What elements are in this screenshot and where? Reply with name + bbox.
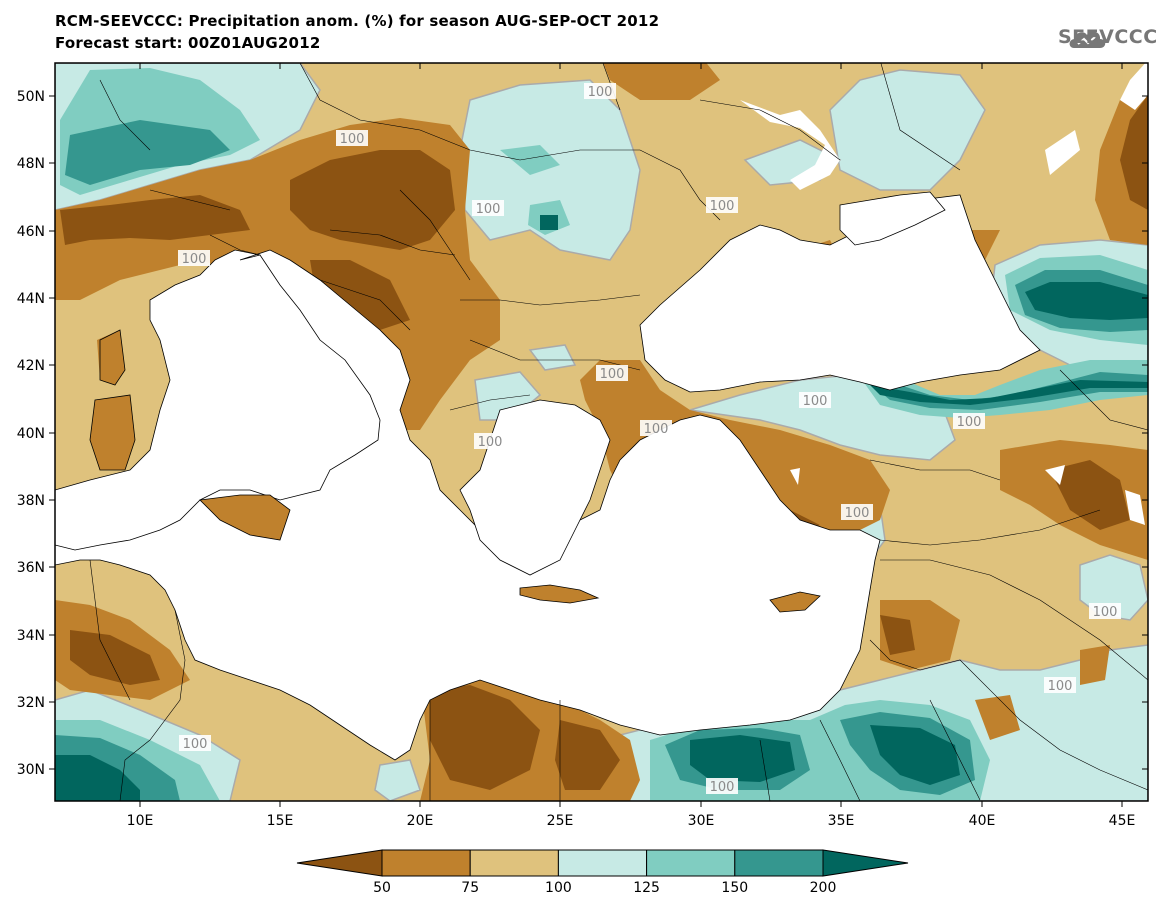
lat-label: 34N	[17, 628, 45, 644]
legend-box	[646, 849, 736, 877]
precipitation-field	[55, 63, 1148, 801]
lat-label: 48N	[17, 156, 45, 172]
contour-label-bg	[841, 504, 873, 520]
contour-label: 100	[478, 435, 503, 450]
crete	[519, 584, 600, 604]
legend-box	[734, 849, 824, 877]
contour-label-bg	[584, 83, 616, 99]
contour-label: 100	[476, 202, 501, 217]
caspian-edge	[1120, 63, 1148, 110]
contour-label-bg	[1044, 677, 1076, 693]
legend-label: 100	[545, 880, 572, 896]
lat-label: 32N	[17, 695, 45, 711]
contour-label: 100	[588, 85, 613, 100]
latitude-axis: 50N 48N 46N 44N 42N 40N 38N 36N 34N 32N 30N	[17, 89, 1148, 778]
legend-box	[469, 849, 559, 877]
lon-label: 10E	[127, 813, 154, 829]
azov-sea	[839, 191, 946, 246]
country-borders	[89, 63, 1148, 801]
cloud-logo-icon	[1069, 31, 1106, 48]
lat-label: 36N	[17, 560, 45, 576]
lat-label: 50N	[17, 89, 45, 105]
map-title: RCM-SEEVCCC: Precipitation anom. (%) for…	[55, 12, 660, 30]
contour-label: 100	[710, 199, 735, 214]
legend-label: 75	[461, 880, 479, 896]
lat-label: 44N	[17, 291, 45, 307]
legend-under-triangle	[296, 849, 383, 877]
map-frame	[54, 62, 1149, 802]
lon-label: 15E	[267, 813, 294, 829]
lon-label: 20E	[407, 813, 434, 829]
black-sea	[639, 194, 1041, 393]
forecast-start-label: Forecast start: 00Z01AUG2012	[55, 34, 321, 52]
legend-label: 200	[810, 880, 837, 896]
corsica-sardinia	[89, 329, 136, 471]
field-lt50	[60, 95, 1148, 790]
lat-label: 30N	[17, 762, 45, 778]
lat-label: 42N	[17, 358, 45, 374]
contour-label: 100	[957, 415, 982, 430]
contour-label-bg	[596, 365, 628, 381]
contour-label: 100	[845, 506, 870, 521]
legend-label: 150	[721, 880, 748, 896]
lon-label: 40E	[969, 813, 996, 829]
contour-label-bg	[640, 420, 672, 436]
contour-label-bg	[706, 197, 738, 213]
contour-label-bg	[472, 200, 504, 216]
contour-label-bg	[336, 130, 368, 146]
contour-label: 100	[1048, 679, 1073, 694]
lon-label: 30E	[688, 813, 715, 829]
lon-label: 45E	[1109, 813, 1136, 829]
contour-label-bg	[474, 433, 506, 449]
contour-label: 100	[710, 780, 735, 795]
legend-box	[557, 849, 648, 877]
legend-label: 50	[373, 880, 391, 896]
contour-label-bg	[706, 778, 738, 794]
contour-labels: 100 100 100 100 100 100 100 100 100 100 100 100 100 1…	[178, 83, 1121, 795]
contour-label-bg	[178, 250, 210, 266]
longitude-axis: 10E 15E 20E 25E 30E 35E 40E 45E	[127, 63, 1136, 829]
contour-label: 100	[1093, 605, 1118, 620]
contour-label: 100	[183, 737, 208, 752]
contour-label: 100	[803, 394, 828, 409]
lat-label: 40N	[17, 426, 45, 442]
logo-text: SEEVCCC	[1058, 26, 1158, 48]
contour-label: 100	[340, 132, 365, 147]
color-legend: 50 75 100 125 150 200	[296, 849, 909, 896]
lon-label: 35E	[828, 813, 855, 829]
contour-label: 100	[600, 367, 625, 382]
contour-label: 100	[644, 422, 669, 437]
contour-label-bg	[953, 413, 985, 429]
legend-over-triangle	[822, 849, 909, 877]
contour-label-bg	[179, 735, 211, 751]
lat-label: 38N	[17, 493, 45, 509]
contour-label-bg	[1089, 603, 1121, 619]
sicily	[199, 494, 291, 541]
lat-label: 46N	[17, 224, 45, 240]
lon-label: 25E	[547, 813, 574, 829]
contour-label-bg	[799, 392, 831, 408]
legend-label: 125	[633, 880, 660, 896]
contour-label: 100	[182, 252, 207, 267]
cyprus	[769, 591, 821, 613]
legend-box	[381, 849, 471, 877]
